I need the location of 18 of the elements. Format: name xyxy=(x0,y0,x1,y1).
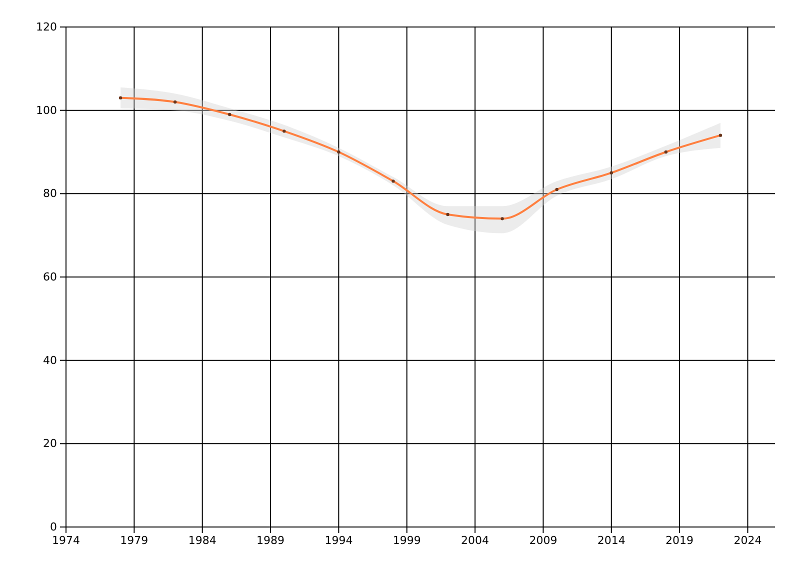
x-tick-label: 1979 xyxy=(120,534,148,547)
x-tick-label: 2009 xyxy=(529,534,558,547)
x-tick-label: 1984 xyxy=(188,534,216,547)
x-tick-label: 2019 xyxy=(666,534,694,547)
x-tick-label: 1994 xyxy=(324,534,353,547)
x-tick-label: 1989 xyxy=(256,534,285,547)
x-tick-label: 2004 xyxy=(461,534,490,547)
y-tick-label: 60 xyxy=(43,270,57,284)
x-tick-label: 1999 xyxy=(392,534,421,547)
y-tick-label: 0 xyxy=(50,520,57,534)
x-tick-label: 1974 xyxy=(52,534,80,547)
y-tick-label: 120 xyxy=(36,20,57,34)
y-tick-label: 100 xyxy=(36,104,57,117)
y-tick-label: 20 xyxy=(43,437,57,450)
y-tick-label: 80 xyxy=(43,187,57,200)
x-tick-label: 2024 xyxy=(734,534,762,547)
x-tick-label: 2014 xyxy=(597,534,626,547)
y-tick-label: 40 xyxy=(43,354,57,367)
